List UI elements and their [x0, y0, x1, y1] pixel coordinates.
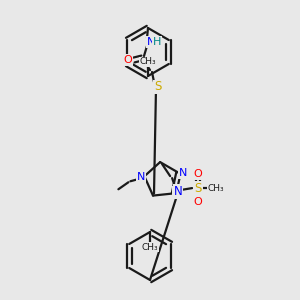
Text: N: N [174, 184, 182, 198]
Text: N: N [173, 188, 181, 197]
Text: N: N [147, 37, 155, 47]
Text: O: O [124, 55, 132, 65]
Text: CH₃: CH₃ [140, 58, 156, 67]
Text: CH₃: CH₃ [208, 184, 224, 193]
Text: N: N [137, 172, 146, 182]
Text: S: S [194, 182, 202, 195]
Text: O: O [194, 169, 203, 179]
Text: N: N [179, 168, 188, 178]
Text: O: O [194, 197, 203, 207]
Text: S: S [154, 80, 162, 94]
Text: CH₃: CH₃ [142, 242, 158, 251]
Text: H: H [153, 37, 161, 47]
